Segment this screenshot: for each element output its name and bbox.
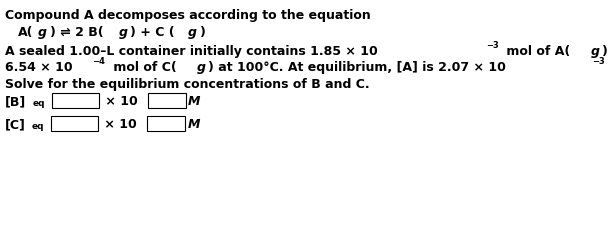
Text: −3: −3 (486, 41, 499, 50)
Text: 6.54 × 10: 6.54 × 10 (5, 61, 72, 74)
Text: g: g (188, 26, 197, 39)
Text: eq: eq (32, 99, 45, 108)
Text: ), 1.26 × 10: ), 1.26 × 10 (602, 45, 608, 58)
FancyBboxPatch shape (148, 93, 186, 108)
Text: ): ) (199, 26, 206, 39)
Text: × 10: × 10 (100, 95, 137, 108)
Text: g: g (590, 45, 599, 58)
Text: ) + C (: ) + C ( (131, 26, 175, 39)
Text: Compound A decomposes according to the equation: Compound A decomposes according to the e… (5, 9, 371, 22)
FancyBboxPatch shape (51, 116, 98, 131)
Text: −3: −3 (592, 57, 605, 66)
Text: M: M (188, 95, 201, 108)
Text: Solve for the equilibrium concentrations of B and C.: Solve for the equilibrium concentrations… (5, 78, 370, 91)
Text: g: g (119, 26, 128, 39)
FancyBboxPatch shape (52, 93, 98, 108)
Text: ) at 100°C. At equilibrium, [A] is 2.07 × 10: ) at 100°C. At equilibrium, [A] is 2.07 … (208, 61, 506, 74)
Text: × 10: × 10 (100, 118, 137, 131)
Text: [C]: [C] (5, 118, 26, 131)
Text: g: g (196, 61, 206, 74)
Text: g: g (38, 26, 47, 39)
FancyBboxPatch shape (148, 116, 185, 131)
Text: eq: eq (32, 122, 44, 131)
Text: ) ⇌ 2 B(: ) ⇌ 2 B( (50, 26, 103, 39)
Text: mol of A(: mol of A( (502, 45, 571, 58)
Text: A(: A( (18, 26, 33, 39)
Text: −4: −4 (92, 57, 105, 66)
Text: mol of C(: mol of C( (109, 61, 176, 74)
Text: [B]: [B] (5, 95, 26, 108)
Text: A sealed 1.00–L container initially contains 1.85 × 10: A sealed 1.00–L container initially cont… (5, 45, 378, 58)
Text: M: M (187, 118, 200, 131)
